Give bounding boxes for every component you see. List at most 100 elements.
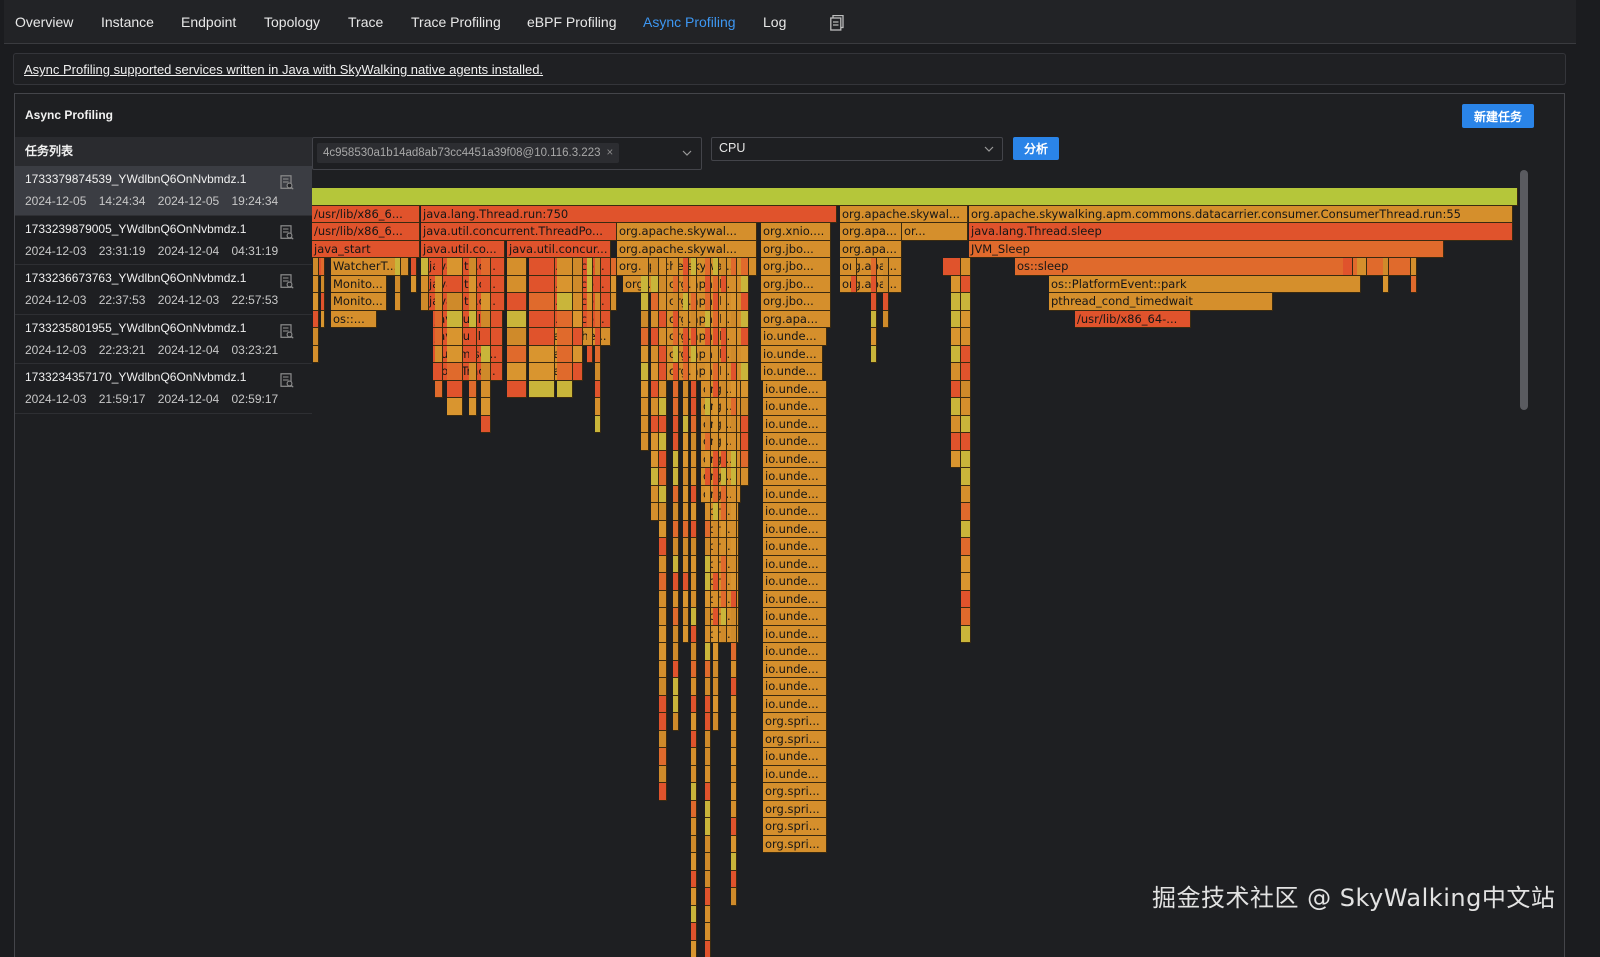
flame-frame[interactable] <box>713 276 719 294</box>
flame-frame[interactable] <box>731 696 737 714</box>
flame-frame[interactable] <box>595 311 601 329</box>
flame-frame[interactable] <box>683 363 689 381</box>
flame-frame[interactable]: org.apache.skywal... <box>617 241 757 259</box>
flame-frame[interactable] <box>961 608 971 626</box>
flame-frame[interactable] <box>705 801 711 819</box>
flame-frame[interactable]: /usr/lib/x86_6... <box>312 223 420 241</box>
flame-frame[interactable] <box>705 363 711 381</box>
flame-frame[interactable] <box>871 328 877 346</box>
flame-frame[interactable] <box>673 363 679 381</box>
flame-frame[interactable] <box>529 346 555 364</box>
flame-frame[interactable] <box>731 853 737 871</box>
flame-frame[interactable] <box>673 258 679 276</box>
flame-frame[interactable] <box>447 293 463 311</box>
flame-frame[interactable] <box>721 311 727 329</box>
flame-frame[interactable] <box>731 346 737 364</box>
flame-frame[interactable]: io.unde... <box>763 608 827 626</box>
flame-frame[interactable] <box>713 713 719 731</box>
flame-frame[interactable] <box>961 626 971 644</box>
task-log-icon[interactable] <box>280 324 294 339</box>
flame-frame[interactable] <box>731 258 737 276</box>
flame-frame[interactable] <box>673 503 679 521</box>
flame-frame[interactable]: io.unde... <box>763 398 827 416</box>
flame-frame[interactable] <box>529 328 555 346</box>
flame-frame[interactable] <box>741 468 749 486</box>
flame-frame[interactable] <box>691 906 697 924</box>
flame-frame[interactable] <box>507 258 527 276</box>
flame-frame[interactable] <box>469 293 477 311</box>
flame-frame[interactable] <box>481 311 491 329</box>
flame-frame[interactable] <box>312 188 1518 206</box>
instance-select[interactable]: 4c958530a1b14ad8ab73cc4451a39f08@10.116.… <box>312 137 702 170</box>
flame-frame[interactable] <box>691 521 697 539</box>
flame-frame[interactable] <box>691 643 697 661</box>
flame-frame[interactable] <box>611 258 617 276</box>
flame-frame[interactable] <box>469 363 477 381</box>
flame-frame[interactable] <box>683 328 689 346</box>
flame-frame[interactable] <box>683 293 689 311</box>
flame-frame[interactable] <box>691 923 697 941</box>
flame-frame[interactable] <box>683 381 689 399</box>
flame-frame[interactable] <box>961 398 971 416</box>
flame-frame[interactable] <box>651 311 659 329</box>
flame-frame[interactable] <box>673 713 679 731</box>
flame-frame[interactable] <box>659 731 667 749</box>
flame-frame[interactable]: org.apache.skywalking.apm.commons.dataca… <box>969 206 1513 224</box>
flame-frame[interactable]: io.unde... <box>763 556 827 574</box>
flame-frame[interactable]: /usr/lib/x86_6... <box>312 206 420 224</box>
flame-frame[interactable] <box>705 346 711 364</box>
flame-frame[interactable] <box>395 293 401 311</box>
flame-frame[interactable] <box>683 311 689 329</box>
flame-frame[interactable] <box>507 311 527 329</box>
flame-frame[interactable] <box>659 591 667 609</box>
flame-frame[interactable] <box>713 556 719 574</box>
flame-frame[interactable] <box>469 276 477 294</box>
flame-frame[interactable]: org.spri... <box>763 818 827 836</box>
flame-frame[interactable] <box>529 381 555 399</box>
flame-frame[interactable] <box>691 381 697 399</box>
flame-frame[interactable] <box>447 381 463 399</box>
flame-frame[interactable] <box>447 363 463 381</box>
flame-frame[interactable] <box>673 451 679 469</box>
flame-frame[interactable] <box>529 258 555 276</box>
flame-frame[interactable] <box>469 258 477 276</box>
flame-frame[interactable]: io.unde... <box>763 766 827 784</box>
flame-frame[interactable] <box>961 311 971 329</box>
flame-frame[interactable]: java.util... <box>433 328 503 346</box>
flame-frame[interactable] <box>435 293 443 311</box>
flame-frame[interactable] <box>507 293 527 311</box>
flame-frame[interactable] <box>705 853 711 871</box>
flame-frame[interactable] <box>721 573 727 591</box>
flame-frame[interactable] <box>961 346 971 364</box>
flame-frame[interactable] <box>595 416 601 434</box>
flame-frame[interactable] <box>741 433 749 451</box>
flame-frame[interactable] <box>529 293 555 311</box>
flame-frame[interactable] <box>573 363 583 381</box>
flame-frame[interactable] <box>705 818 711 836</box>
flame-frame[interactable]: org.spri... <box>763 783 827 801</box>
flame-frame[interactable] <box>713 678 719 696</box>
flame-frame[interactable] <box>573 276 583 294</box>
flame-frame[interactable] <box>741 328 749 346</box>
flame-frame[interactable] <box>313 293 319 311</box>
flame-frame[interactable]: os::PlatformEvent::park <box>1049 276 1361 294</box>
flame-frame[interactable] <box>951 433 961 451</box>
flame-frame[interactable]: io.unde... <box>763 486 827 504</box>
flame-frame[interactable] <box>705 293 711 311</box>
flame-frame[interactable] <box>659 521 667 539</box>
flame-frame[interactable] <box>683 626 689 644</box>
flame-frame[interactable] <box>691 416 697 434</box>
flame-frame[interactable] <box>411 258 417 276</box>
vertical-scrollbar[interactable] <box>1520 170 1528 410</box>
flame-frame[interactable] <box>691 801 697 819</box>
flame-frame[interactable] <box>705 591 711 609</box>
flame-frame[interactable] <box>529 276 555 294</box>
flame-frame[interactable] <box>731 433 737 451</box>
flame-frame[interactable] <box>961 538 971 556</box>
flame-frame[interactable] <box>705 626 711 644</box>
flame-frame[interactable] <box>741 398 749 416</box>
chip-remove-icon[interactable]: × <box>607 147 614 159</box>
flame-frame[interactable] <box>313 311 319 329</box>
flame-frame[interactable] <box>469 381 477 399</box>
